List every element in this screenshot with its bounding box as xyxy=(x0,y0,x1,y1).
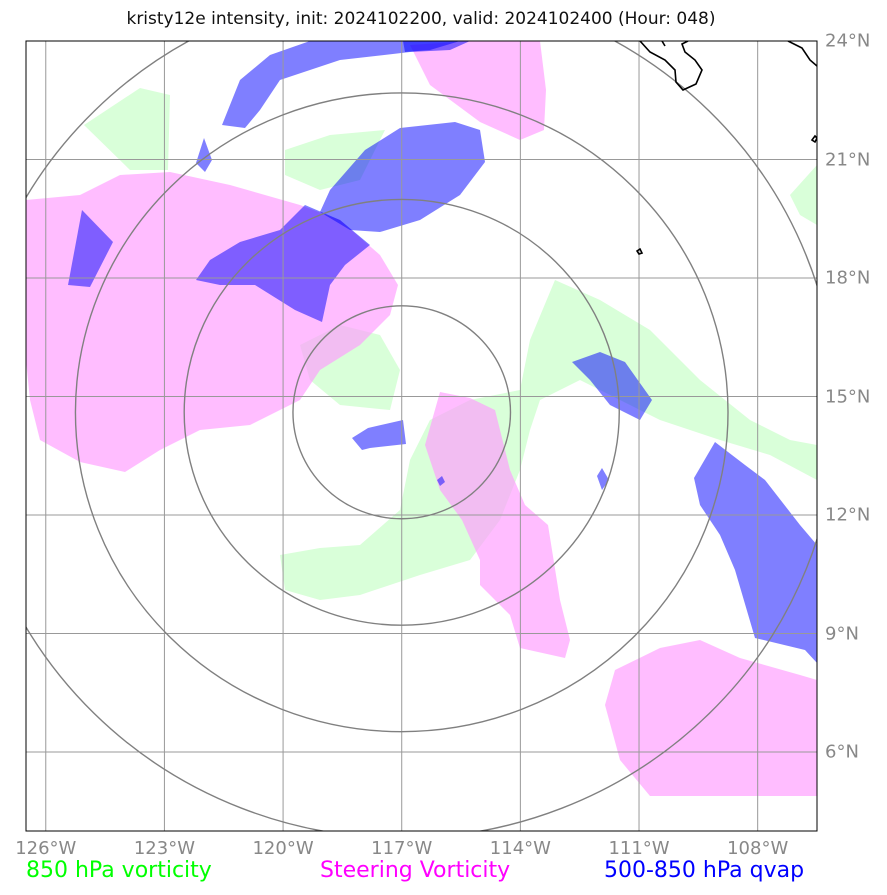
lat-tick-label: 21°N xyxy=(825,149,871,170)
lat-tick-label: 24°N xyxy=(825,30,871,52)
legend-steering-vorticity: Steering Vorticity xyxy=(320,858,511,883)
lon-tick-label: 120°W xyxy=(252,838,314,859)
range-ring xyxy=(74,92,729,733)
range-rings xyxy=(26,41,817,831)
lat-tick-label: 12°N xyxy=(825,504,871,526)
range-ring xyxy=(183,198,620,626)
lon-tick-label: 123°W xyxy=(133,838,195,859)
map-frame xyxy=(25,40,818,832)
qvap-shading xyxy=(68,41,817,663)
lat-tick-label: 18°N xyxy=(825,267,871,289)
legend-850-vorticity: 850 hPa vorticity xyxy=(26,858,212,883)
legend-qvap: 500-850 hPa qvap xyxy=(604,858,805,883)
lon-tick-label: 111°W xyxy=(608,838,670,859)
lat-lon-grid xyxy=(26,41,817,831)
lat-tick-label: 6°N xyxy=(825,741,859,763)
lon-tick-label: 126°W xyxy=(15,838,77,859)
lat-tick-label: 9°N xyxy=(825,623,859,644)
map-title: kristy12e intensity, init: 2024102200, v… xyxy=(126,9,716,29)
lon-tick-label: 117°W xyxy=(371,838,433,859)
coastline xyxy=(635,41,817,255)
lat-tick-label: 15°N xyxy=(825,386,871,407)
lon-tick-label: 108°W xyxy=(727,838,789,859)
lon-tick-label: 114°W xyxy=(489,838,551,859)
range-ring xyxy=(292,305,512,520)
